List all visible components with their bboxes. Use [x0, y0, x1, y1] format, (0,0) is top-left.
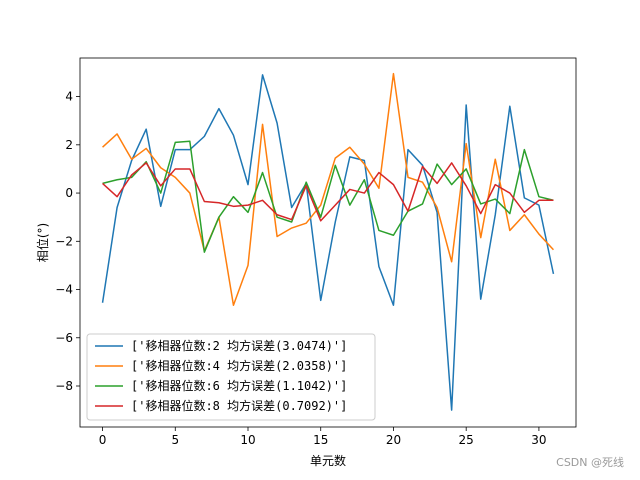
y-tick-label: −8: [55, 379, 73, 393]
y-tick-label: 0: [65, 186, 73, 200]
series-line-4: [102, 162, 554, 222]
y-tick-label: 4: [65, 90, 73, 104]
y-tick-label: −2: [55, 234, 73, 248]
y-tick-label: −6: [55, 331, 73, 345]
x-axis-label: 单元数: [310, 453, 346, 468]
watermark: CSDN @死线: [556, 456, 624, 469]
y-tick-label: −4: [55, 283, 73, 297]
x-tick-label: 20: [386, 433, 401, 447]
series-line-1: [101, 74, 555, 411]
series-line-2: [102, 72, 554, 306]
series-line-3: [102, 140, 554, 253]
legend-entry-2: ['移相器位数:4 均方误差(2.0358)']: [131, 358, 347, 373]
legend-entry-4: ['移相器位数:8 均方误差(0.7092)']: [131, 398, 347, 413]
series-layer: [101, 72, 555, 411]
legend-entry-1: ['移相器位数:2 均方误差(3.0474)']: [131, 338, 347, 353]
y-axis-ticks: −8 −6 −4 −2 0 2 4: [55, 90, 80, 393]
x-tick-label: 30: [531, 433, 546, 447]
legend: ['移相器位数:2 均方误差(3.0474)'] ['移相器位数:4 均方误差(2…: [86, 333, 376, 421]
x-tick-label: 15: [313, 433, 328, 447]
x-tick-label: 0: [99, 433, 107, 447]
legend-box: [86, 333, 376, 421]
x-tick-label: 5: [171, 433, 179, 447]
x-tick-label: 10: [240, 433, 255, 447]
y-axis-label: 相位(°): [35, 223, 50, 262]
plot-frame: [79, 57, 577, 428]
legend-entry-3: ['移相器位数:6 均方误差(1.1042)']: [131, 378, 347, 393]
x-tick-label: 25: [459, 433, 474, 447]
y-tick-label: 2: [65, 138, 73, 152]
x-axis-ticks: 0 5 10 15 20 25 30: [99, 427, 547, 447]
